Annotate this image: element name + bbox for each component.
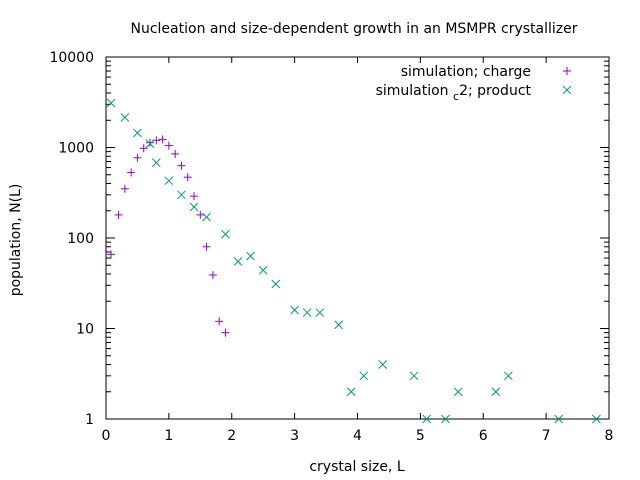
data-point [246, 251, 255, 261]
data-point [164, 141, 173, 150]
data-point [258, 265, 268, 275]
data-point [504, 371, 513, 381]
data-point [158, 135, 167, 144]
data-point [290, 305, 299, 315]
data-point [145, 139, 155, 149]
x-axis-label: crystal size, L [309, 459, 404, 475]
x-tick-label: 3 [290, 428, 299, 444]
data-point [453, 387, 463, 397]
legend-label-product: simulation c2; product [376, 83, 532, 103]
data-point [146, 138, 155, 147]
legend-marker-product [562, 85, 572, 95]
x-tick-label: 8 [605, 428, 614, 444]
data-point [164, 176, 174, 186]
data-point [190, 192, 199, 201]
legend-marker-charge [563, 67, 571, 75]
data-point [120, 113, 130, 122]
legend-label-product-rest: 2; product [459, 83, 531, 99]
x-tick-label: 5 [416, 428, 425, 444]
data-point [359, 371, 369, 381]
series-layer [106, 98, 601, 424]
data-point [409, 371, 419, 381]
x-tick-label: 7 [542, 428, 551, 444]
data-point [592, 414, 601, 424]
data-point [554, 414, 564, 424]
data-point [315, 308, 325, 317]
data-point [233, 257, 243, 266]
series-product [106, 98, 601, 424]
data-point [302, 308, 312, 317]
legend: simulation; charge simulation c2; produc… [376, 64, 572, 103]
y-tick-label: 10 [76, 322, 94, 338]
data-point [183, 173, 192, 182]
data-point [106, 98, 116, 108]
data-point [422, 414, 432, 424]
y-axis-label: population, N(L) [8, 184, 24, 297]
data-point [208, 271, 217, 280]
data-point [202, 242, 211, 251]
legend-label-product-sub: c [453, 90, 459, 103]
chart-title: Nucleation and size-dependent growth in … [131, 21, 578, 37]
data-point [151, 158, 161, 168]
y-tick-label: 100 [67, 231, 94, 247]
data-point [221, 229, 230, 239]
x-tick-label: 1 [164, 428, 173, 444]
legend-label-product-main: simulation [376, 83, 449, 99]
data-point [177, 190, 186, 200]
x-axis: 0 1 2 3 4 5 6 7 8 [102, 57, 614, 444]
y-tick-label: 1 [85, 412, 94, 428]
data-point [120, 184, 129, 193]
data-point [441, 414, 450, 424]
data-point [133, 153, 142, 162]
x-tick-label: 4 [353, 428, 362, 444]
data-point [171, 149, 180, 158]
data-point [202, 212, 211, 222]
data-point [133, 128, 142, 138]
data-point [491, 387, 501, 397]
plot-frame [105, 56, 610, 420]
data-point [378, 360, 388, 369]
x-tick-label: 6 [479, 428, 488, 444]
data-point [189, 202, 199, 212]
data-point [127, 168, 136, 177]
data-point [196, 210, 205, 219]
legend-label-charge: simulation; charge [401, 64, 531, 80]
data-point [215, 317, 224, 326]
data-point [221, 328, 230, 337]
data-point [114, 210, 123, 219]
y-axis: 1 10 100 1000 10000 [49, 50, 609, 428]
data-point [271, 279, 281, 289]
y-tick-label: 10000 [49, 50, 94, 66]
data-point [139, 144, 148, 153]
x-tick-label: 0 [102, 428, 111, 444]
data-point [177, 161, 186, 170]
data-point [346, 387, 356, 397]
data-point [334, 320, 343, 330]
data-point [107, 250, 116, 259]
y-tick-label: 1000 [58, 141, 94, 157]
x-tick-label: 2 [227, 428, 236, 444]
series-charge [107, 135, 230, 337]
